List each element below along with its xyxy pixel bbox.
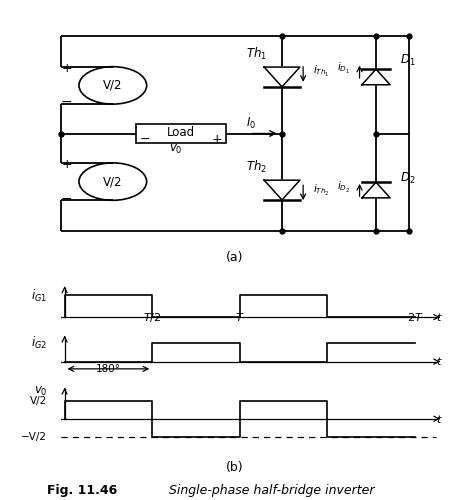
Text: $T/2$: $T/2$ — [143, 312, 161, 324]
Text: −: − — [61, 192, 72, 205]
Text: +: + — [62, 62, 72, 75]
Polygon shape — [362, 182, 390, 198]
Text: 180°: 180° — [96, 364, 121, 374]
Text: V/2: V/2 — [103, 79, 123, 92]
Text: $i_{D_1}$: $i_{D_1}$ — [337, 60, 350, 76]
Text: $t$: $t$ — [436, 413, 443, 425]
Polygon shape — [264, 67, 300, 87]
Text: (a): (a) — [226, 250, 244, 264]
Text: $i_{Th_2}$: $i_{Th_2}$ — [313, 182, 329, 198]
Text: $t$: $t$ — [436, 312, 443, 324]
Text: V/2: V/2 — [103, 175, 123, 188]
Polygon shape — [362, 69, 390, 84]
Text: $v_0$: $v_0$ — [170, 143, 183, 156]
FancyBboxPatch shape — [136, 124, 226, 144]
Text: $i_{G1}$: $i_{G1}$ — [31, 288, 47, 304]
Text: −: − — [61, 96, 72, 110]
Text: $v_0$: $v_0$ — [33, 384, 47, 398]
Text: $I_0$: $I_0$ — [246, 116, 257, 131]
Text: +: + — [212, 132, 222, 145]
Text: $Th_1$: $Th_1$ — [246, 46, 266, 62]
Text: $D_2$: $D_2$ — [400, 171, 415, 186]
Text: −: − — [140, 132, 150, 145]
Text: $2T$: $2T$ — [407, 312, 423, 324]
Text: +: + — [62, 158, 72, 171]
Text: $i_{G2}$: $i_{G2}$ — [31, 336, 47, 351]
Text: Load: Load — [167, 126, 195, 138]
Text: $i_{D_2}$: $i_{D_2}$ — [337, 180, 350, 195]
Text: Single-phase half-bridge inverter: Single-phase half-bridge inverter — [169, 484, 375, 497]
Text: V/2: V/2 — [30, 396, 47, 406]
Text: $T$: $T$ — [235, 312, 244, 324]
Text: −V/2: −V/2 — [21, 432, 47, 442]
Text: (b): (b) — [226, 461, 244, 474]
Text: $Th_2$: $Th_2$ — [246, 158, 266, 174]
Polygon shape — [264, 180, 300, 200]
Text: Fig. 11.46: Fig. 11.46 — [47, 484, 117, 497]
Text: $i_{Th_1}$: $i_{Th_1}$ — [313, 64, 329, 80]
Text: $t$: $t$ — [436, 355, 443, 367]
Text: $D_1$: $D_1$ — [400, 53, 415, 68]
